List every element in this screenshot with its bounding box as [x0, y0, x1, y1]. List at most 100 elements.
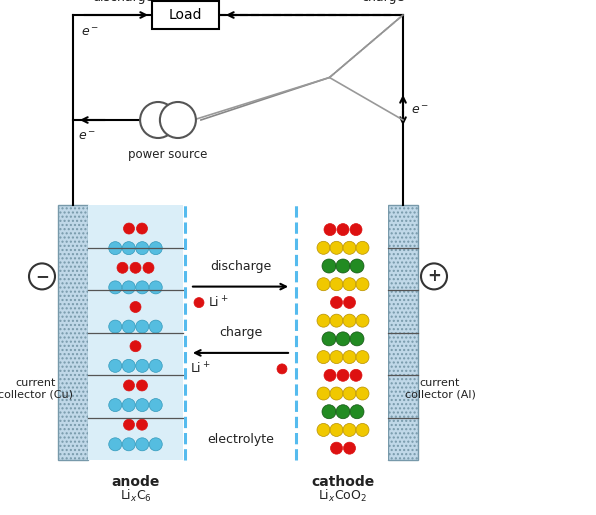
Circle shape: [336, 405, 350, 419]
Circle shape: [136, 359, 149, 372]
Circle shape: [136, 320, 149, 333]
Circle shape: [130, 341, 141, 352]
Text: e$^-$: e$^-$: [81, 26, 99, 39]
Circle shape: [322, 259, 336, 273]
Text: electrolyte: electrolyte: [207, 434, 274, 447]
Bar: [298, 205, 388, 460]
Circle shape: [136, 419, 147, 430]
Text: discharge: discharge: [92, 0, 154, 4]
Circle shape: [317, 242, 330, 254]
Text: Li$^+$: Li$^+$: [190, 361, 210, 376]
Circle shape: [29, 263, 55, 289]
Circle shape: [194, 298, 204, 307]
Text: anode: anode: [111, 475, 160, 489]
Circle shape: [123, 380, 135, 391]
Circle shape: [336, 259, 350, 273]
Circle shape: [140, 102, 176, 138]
Circle shape: [149, 359, 162, 372]
Text: charge: charge: [361, 0, 405, 4]
Circle shape: [337, 224, 349, 235]
Circle shape: [317, 278, 330, 291]
Circle shape: [317, 351, 330, 364]
Circle shape: [136, 380, 147, 391]
Circle shape: [350, 224, 362, 235]
Circle shape: [356, 351, 369, 364]
Text: current
collector (Cu): current collector (Cu): [0, 378, 73, 400]
Circle shape: [330, 278, 343, 291]
Circle shape: [122, 359, 135, 372]
Circle shape: [122, 399, 135, 411]
Circle shape: [343, 314, 356, 327]
Bar: [88, 205, 183, 460]
Circle shape: [322, 332, 336, 346]
Text: −: −: [35, 267, 49, 285]
Circle shape: [356, 242, 369, 254]
Circle shape: [343, 242, 356, 254]
Circle shape: [149, 242, 162, 254]
Circle shape: [343, 297, 355, 308]
Circle shape: [324, 224, 336, 235]
Circle shape: [337, 369, 349, 381]
Circle shape: [108, 281, 122, 294]
Circle shape: [136, 242, 149, 254]
Circle shape: [330, 314, 343, 327]
Circle shape: [330, 387, 343, 400]
Circle shape: [331, 442, 343, 454]
Circle shape: [322, 405, 336, 419]
Circle shape: [136, 281, 149, 294]
Circle shape: [108, 438, 122, 451]
Circle shape: [421, 263, 447, 289]
Circle shape: [317, 423, 330, 436]
Circle shape: [108, 320, 122, 333]
Text: Li$_x$C$_6$: Li$_x$C$_6$: [120, 488, 151, 504]
Text: discharge: discharge: [210, 260, 271, 272]
Text: charge: charge: [219, 326, 262, 339]
Circle shape: [350, 259, 364, 273]
Circle shape: [343, 423, 356, 436]
Circle shape: [122, 320, 135, 333]
Text: e$^-$: e$^-$: [78, 130, 96, 144]
Circle shape: [331, 297, 343, 308]
Circle shape: [356, 314, 369, 327]
Circle shape: [343, 351, 356, 364]
Circle shape: [277, 364, 287, 374]
Circle shape: [122, 438, 135, 451]
Circle shape: [130, 262, 141, 273]
Circle shape: [343, 442, 355, 454]
Circle shape: [136, 399, 149, 411]
Circle shape: [123, 223, 135, 234]
Circle shape: [149, 281, 162, 294]
Circle shape: [330, 351, 343, 364]
Circle shape: [149, 438, 162, 451]
Circle shape: [330, 423, 343, 436]
Circle shape: [149, 320, 162, 333]
Circle shape: [143, 262, 154, 273]
Circle shape: [108, 359, 122, 372]
Circle shape: [136, 438, 149, 451]
Bar: [58, 205, 88, 460]
Circle shape: [122, 242, 135, 254]
Circle shape: [350, 405, 364, 419]
Circle shape: [123, 419, 135, 430]
Circle shape: [136, 223, 147, 234]
Text: Load: Load: [169, 8, 202, 22]
Text: current
collector (Al): current collector (Al): [405, 378, 476, 400]
Circle shape: [343, 387, 356, 400]
Text: Li$_x$CoO$_2$: Li$_x$CoO$_2$: [318, 488, 368, 504]
Circle shape: [108, 399, 122, 411]
FancyBboxPatch shape: [152, 1, 219, 29]
Circle shape: [356, 423, 369, 436]
Circle shape: [330, 242, 343, 254]
Circle shape: [317, 314, 330, 327]
Circle shape: [356, 278, 369, 291]
Text: cathode: cathode: [311, 475, 375, 489]
Circle shape: [117, 262, 128, 273]
Circle shape: [350, 369, 362, 381]
Circle shape: [122, 281, 135, 294]
Circle shape: [160, 102, 196, 138]
Circle shape: [130, 301, 141, 313]
Circle shape: [108, 242, 122, 254]
Text: +: +: [427, 267, 441, 285]
Circle shape: [343, 278, 356, 291]
Text: Li$^+$: Li$^+$: [208, 295, 229, 310]
